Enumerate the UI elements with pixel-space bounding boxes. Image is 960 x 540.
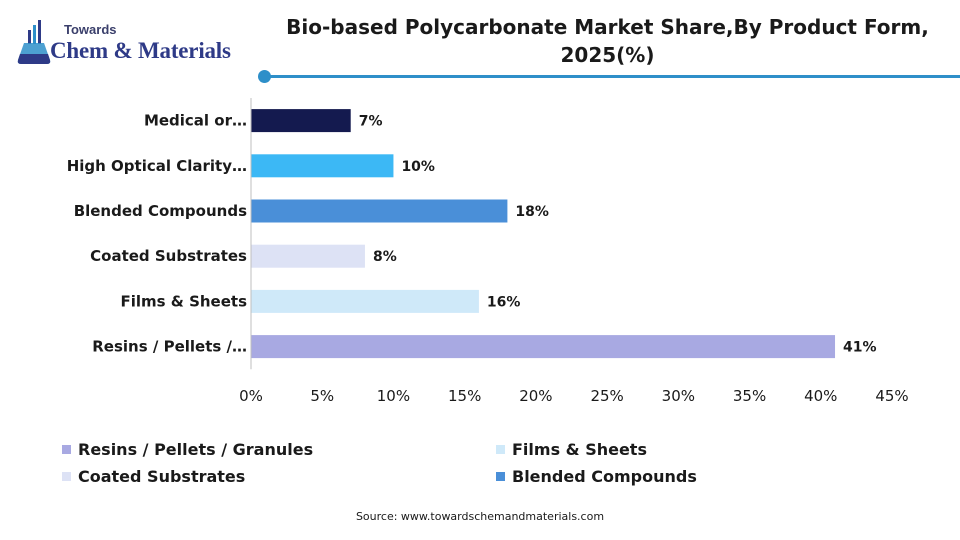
source-note: Source: www.towardschemandmaterials.com <box>355 510 605 523</box>
x-tick-label: 10% <box>377 387 410 405</box>
legend-swatch <box>62 472 71 481</box>
x-tick-label: 15% <box>448 387 481 405</box>
category-label: Resins / Pellets /… <box>92 338 247 356</box>
value-label: 16% <box>487 294 521 310</box>
x-tick-label: 20% <box>519 387 552 405</box>
title-divider <box>264 75 960 78</box>
chart-title-line2: 2025(%) <box>560 43 655 67</box>
bars-group: Medical or… 7% High Optical Clarity… 10% Ble… <box>67 109 877 359</box>
title-divider-dot <box>258 70 271 83</box>
bar-3 <box>251 244 365 268</box>
bar-chart: Medical or… 7% High Optical Clarity… 10% Ble… <box>67 98 909 405</box>
x-tick-label: 35% <box>733 387 766 405</box>
x-tick-label: 25% <box>590 387 623 405</box>
legend-item: Resins / Pellets / Granules <box>62 440 313 459</box>
legend-item: Blended Compounds <box>496 467 697 486</box>
value-label: 18% <box>515 204 549 220</box>
legend-item: Coated Substrates <box>62 467 245 486</box>
x-tick-label: 45% <box>875 387 908 405</box>
value-label: 7% <box>359 114 383 130</box>
chart-title-line1: Bio-based Polycarbonate Market Share,By … <box>286 15 929 39</box>
flask-chart-icon <box>17 20 51 64</box>
logo-towards-text: Towards <box>64 22 117 37</box>
brand-logo: Towards Chem & Materials <box>14 16 254 68</box>
legend-swatch <box>62 445 71 454</box>
category-label: Coated Substrates <box>90 247 247 265</box>
category-label: Medical or… <box>144 112 247 130</box>
legend-label: Films & Sheets <box>512 440 647 459</box>
legend-label: Coated Substrates <box>78 467 246 486</box>
bar-4 <box>251 289 479 313</box>
value-label: 41% <box>843 340 877 356</box>
chart-legend: Resins / Pellets / Granules Films & Sheet… <box>62 440 902 500</box>
x-tick-label: 40% <box>804 387 837 405</box>
legend-item: Films & Sheets <box>496 440 647 459</box>
legend-swatch <box>496 445 505 454</box>
chart-title: Bio-based Polycarbonate Market Share,By … <box>285 13 930 69</box>
value-label: 8% <box>373 249 397 265</box>
x-tick-label: 30% <box>662 387 695 405</box>
legend-label: Resins / Pellets / Granules <box>78 440 314 459</box>
bar-5 <box>251 335 836 359</box>
bar-0 <box>251 109 351 133</box>
bar-1 <box>251 154 394 178</box>
category-label: Films & Sheets <box>120 292 247 310</box>
category-label: Blended Compounds <box>74 202 247 220</box>
legend-label: Blended Compounds <box>512 467 697 486</box>
x-tick-label: 5% <box>310 387 334 405</box>
x-tick-labels: 0% 5% 10% 15% 20% 25% 30% 35% 40% 45% <box>239 387 909 405</box>
category-label: High Optical Clarity… <box>67 157 247 175</box>
x-tick-label: 0% <box>239 387 263 405</box>
value-label: 10% <box>401 159 435 175</box>
bar-2 <box>251 199 508 223</box>
logo-brand-text: Chem & Materials <box>50 38 231 63</box>
legend-swatch <box>496 472 505 481</box>
